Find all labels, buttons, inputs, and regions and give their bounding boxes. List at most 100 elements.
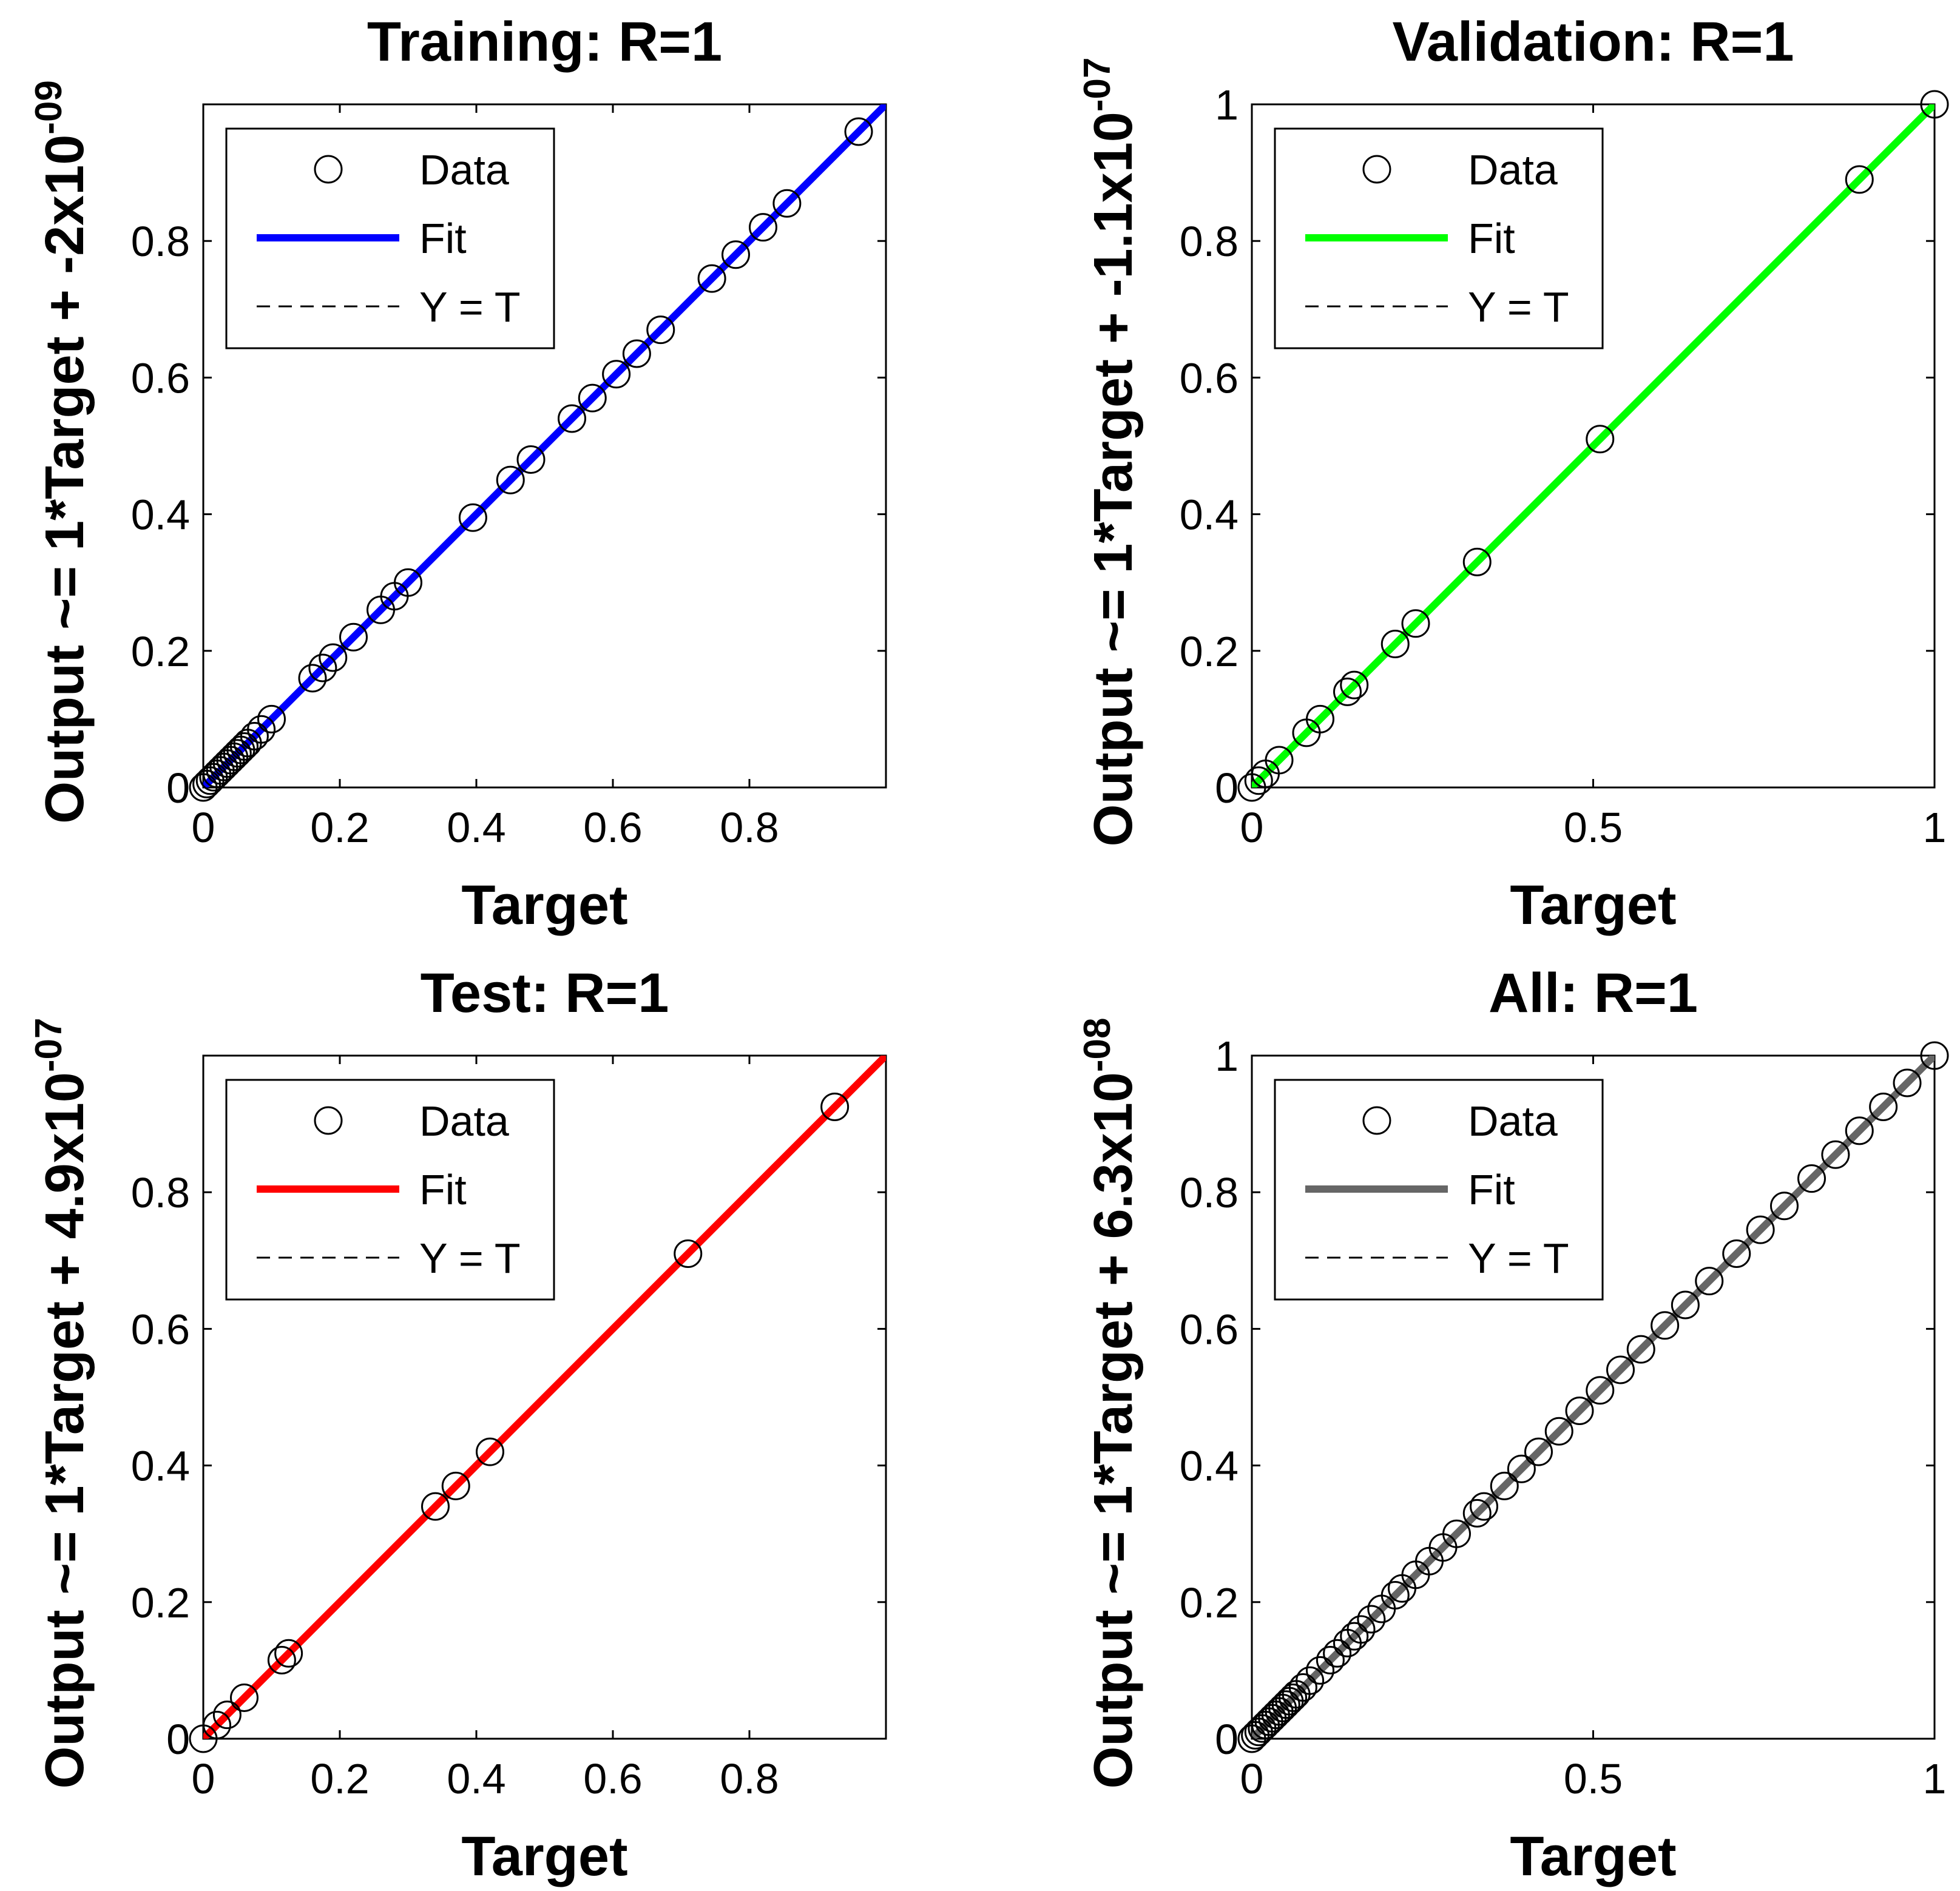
data-point xyxy=(1797,1164,1826,1193)
x-tick-label: 0.6 xyxy=(583,1755,642,1802)
data-point xyxy=(308,653,337,683)
data-point xyxy=(230,1683,259,1712)
data-point xyxy=(721,240,750,269)
legend: Data Fit Y = T xyxy=(225,1079,555,1301)
data-point xyxy=(1544,1417,1573,1446)
all-panel: 0 0.5 1 0 0.2 0.4 0.6 0.8 1 Data Fit Y = T All: R=1 T… xyxy=(1076,962,1949,1887)
x-tick-label: 0.8 xyxy=(720,1755,779,1802)
data-point xyxy=(1340,670,1369,699)
y-tick-label: 0.4 xyxy=(131,491,190,539)
data-point xyxy=(749,213,777,242)
data-point xyxy=(1651,1311,1680,1340)
data-point xyxy=(820,1092,850,1121)
x-tick-label: 0.4 xyxy=(447,804,505,851)
x-tick-label: 0.6 xyxy=(583,804,642,851)
data-point xyxy=(267,1646,296,1675)
data-point xyxy=(1470,1492,1498,1521)
data-point xyxy=(516,445,546,474)
data-point xyxy=(1845,165,1874,194)
y-tick-label: 1 xyxy=(1215,81,1239,129)
test-panel: 0 0.2 0.4 0.6 0.8 0 0.2 0.4 0.6 0.8 Data Fit Y = T Te… xyxy=(28,962,887,1887)
legend-data-marker xyxy=(314,1106,343,1135)
data-point xyxy=(240,722,269,751)
chart-title: All: R=1 xyxy=(1489,962,1698,1024)
legend-label-identity: Y = T xyxy=(1468,283,1569,331)
data-point xyxy=(1279,1683,1307,1712)
data-point xyxy=(1695,1267,1724,1296)
data-point xyxy=(1380,1581,1410,1610)
data-point xyxy=(274,1639,303,1668)
data-point xyxy=(1333,677,1362,706)
data-point xyxy=(1462,547,1492,576)
data-point xyxy=(203,1710,231,1739)
data-point xyxy=(247,715,276,744)
y-tick-label: 0.2 xyxy=(1180,1579,1239,1626)
fit-line xyxy=(1252,104,1935,787)
y-axis-label: Output ~= 1*Target + 4.9x10-07 xyxy=(28,1018,95,1789)
x-axis-label: Target xyxy=(1510,1825,1676,1887)
y-tick-label: 0.8 xyxy=(1180,218,1239,265)
legend-label-identity: Y = T xyxy=(1468,1235,1569,1282)
chart-title: Test: R=1 xyxy=(421,962,669,1024)
data-point xyxy=(772,189,802,218)
data-point xyxy=(1586,1376,1615,1405)
data-point xyxy=(1296,1666,1325,1695)
data-point xyxy=(1920,1041,1949,1070)
data-point xyxy=(1869,1092,1898,1121)
legend-label-data: Data xyxy=(419,1097,509,1145)
data-point xyxy=(1920,90,1949,119)
chart-title: Training: R=1 xyxy=(367,11,722,73)
validation-panel: 0 0.5 1 0 0.2 0.4 0.6 0.8 1 Data Fit Y = T Validatio… xyxy=(1076,11,1949,936)
data-point xyxy=(1586,425,1615,454)
legend: Data Fit Y = T xyxy=(225,127,555,349)
data-point xyxy=(339,622,368,652)
data-point xyxy=(1265,746,1294,775)
y-tick-label: 0.8 xyxy=(131,1169,190,1216)
y-tick-label: 0.8 xyxy=(1180,1169,1239,1216)
legend-label-fit: Fit xyxy=(1468,215,1515,262)
x-axis-label: Target xyxy=(461,874,627,936)
x-axis-label: Target xyxy=(1510,874,1676,936)
data-point xyxy=(646,315,675,345)
legend: Data Fit Y = T xyxy=(1274,127,1604,349)
data-point xyxy=(1323,1639,1352,1668)
data-point xyxy=(230,732,259,761)
y-tick-label: 0.2 xyxy=(131,1579,190,1626)
data-point xyxy=(697,264,726,293)
data-point xyxy=(1606,1355,1635,1384)
data-point xyxy=(1271,1690,1300,1719)
y-axis-label-exponent: -07 xyxy=(1076,58,1118,112)
x-tick-label: 0.5 xyxy=(1564,804,1623,851)
data-point xyxy=(212,1701,242,1730)
chart-title: Validation: R=1 xyxy=(1392,11,1794,73)
legend-data-marker xyxy=(1362,1106,1391,1135)
y-axis-label-exponent: -09 xyxy=(28,80,70,135)
data-point xyxy=(257,704,286,733)
x-tick-label: 0.2 xyxy=(310,1755,369,1802)
data-point xyxy=(1722,1239,1751,1269)
x-axis-label: Target xyxy=(461,1825,627,1887)
data-point xyxy=(844,117,873,146)
y-axis-label-exponent: -07 xyxy=(28,1018,70,1073)
x-tick-label: 0 xyxy=(192,804,215,851)
training-panel: 0 0.2 0.4 0.6 0.8 0 0.2 0.4 0.6 0.8 Data Fit Y = T Tr… xyxy=(28,11,887,936)
data-point xyxy=(1462,1498,1492,1528)
y-tick-label: 0.6 xyxy=(131,354,190,402)
data-point xyxy=(458,503,487,532)
data-point xyxy=(1306,704,1334,733)
data-point xyxy=(1244,766,1273,795)
legend-label-fit: Fit xyxy=(419,215,467,262)
y-tick-label: 0.8 xyxy=(131,218,190,265)
fit-line xyxy=(203,1056,886,1739)
x-tick-label: 0 xyxy=(1240,804,1264,851)
legend-label-data: Data xyxy=(419,146,509,194)
data-point xyxy=(496,465,525,494)
y-tick-label: 1 xyxy=(1215,1033,1239,1080)
data-point xyxy=(558,404,586,433)
data-point xyxy=(421,1492,450,1521)
x-tick-label: 0.8 xyxy=(720,804,779,851)
y-axis-label-main: Output ~= 1*Target + 4.9x10 xyxy=(35,1072,95,1788)
y-tick-label: 0.4 xyxy=(131,1443,190,1490)
data-point xyxy=(1357,1605,1386,1634)
